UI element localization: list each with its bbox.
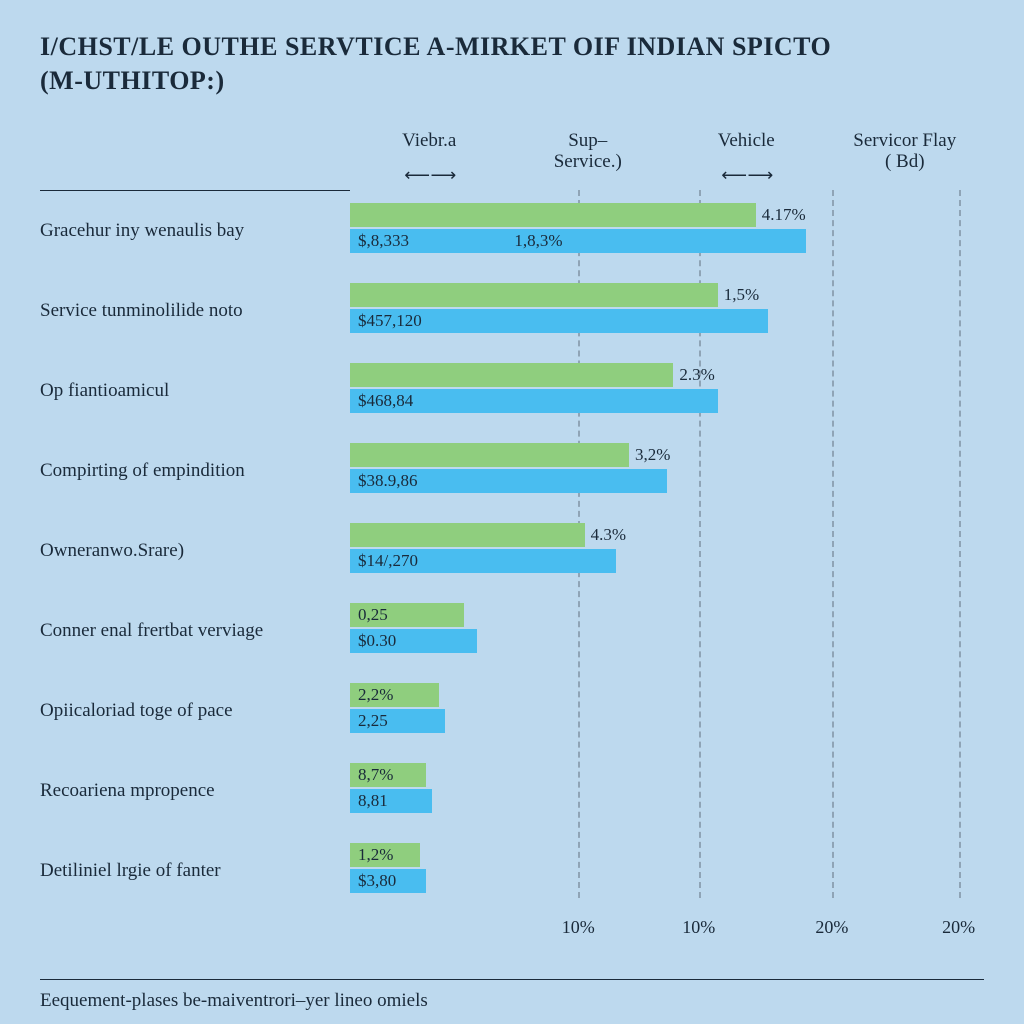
bar-zone: 2,2% 2,25: [350, 671, 984, 751]
bar-blue-value: $3,80: [358, 871, 396, 891]
bar-blue-value: $0.30: [358, 631, 396, 651]
x-axis: 10% 10% 20% 20%: [40, 917, 984, 943]
row-label: Conner enal frertbat verviage: [40, 620, 350, 642]
table-row: Recoariena mpropence8,7% 8,81: [40, 751, 984, 831]
bar-zone: 0,25 $0.30: [350, 591, 984, 671]
row-label: Compirting of empindition: [40, 460, 350, 482]
x-axis-zone: 10% 10% 20% 20%: [350, 917, 984, 943]
header-2: Vehicle ⟵ ⟶: [667, 128, 826, 184]
bar-blue-value: $38.9,86: [358, 471, 418, 491]
bar-green: [350, 283, 718, 307]
footer-text: Eequement-plases be-maiventrori–yer line…: [40, 990, 428, 1011]
header-2-label: Vehicle: [718, 130, 775, 151]
table-row: Owneranwo.Srare) $14/,270 4.3%: [40, 511, 984, 591]
bar-green: [350, 363, 673, 387]
bar-blue-value: $457,120: [358, 311, 422, 331]
bar-blue: $,8,333 1,8,3%: [350, 229, 806, 253]
row-label: Gracehur iny wenaulis bay: [40, 220, 350, 242]
bar-green: [350, 203, 756, 227]
bar-blue: $0.30: [350, 629, 477, 653]
header-1: Sup–Service.): [509, 128, 668, 184]
table-row: Gracehur iny wenaulis bay $,8,333 1,8,3% 4.…: [40, 191, 984, 271]
table-row: Detiliniel lrgie of fanter1,2% $3,80: [40, 831, 984, 911]
table-row: Compirting of empindition $38.9,86 3,2%: [40, 431, 984, 511]
table-row: Op fiantioamicul $468,84 2.3%: [40, 351, 984, 431]
bar-blue-value: $,8,333: [358, 231, 409, 251]
table-row: Opiicaloriad toge of pace2,2% 2,25: [40, 671, 984, 751]
chart-title: I/CHST/LE OUTHE SERVTICE A-MIRKET OIF IN…: [40, 30, 984, 98]
bar-blue-value-2: 1,8,3%: [514, 231, 562, 251]
bar-blue: $457,120: [350, 309, 768, 333]
bar-end-label: 1,5%: [724, 285, 759, 305]
header-2-arrow: ⟵ ⟶: [721, 165, 771, 186]
bar-end-label: 4.17%: [762, 205, 806, 225]
row-label: Opiicaloriad toge of pace: [40, 700, 350, 722]
bar-green: 1,2%: [350, 843, 420, 867]
bar-blue: $3,80: [350, 869, 426, 893]
header-1-label: Sup–Service.): [554, 130, 622, 173]
row-label: Service tunminolilide noto: [40, 300, 350, 322]
bar-zone: $38.9,86 3,2%: [350, 431, 984, 511]
bar-zone: 8,7% 8,81: [350, 751, 984, 831]
x-tick: 10%: [562, 917, 595, 938]
bar-zone: $,8,333 1,8,3% 4.17%: [350, 191, 984, 271]
bar-green: 0,25: [350, 603, 464, 627]
bar-blue: 2,25: [350, 709, 445, 733]
bar-blue-value: 8,81: [358, 791, 388, 811]
bar-blue-value: $14/,270: [358, 551, 418, 571]
header-3-label: Servicor Flay( Bd): [853, 130, 956, 173]
bar-blue-value: $468,84: [358, 391, 413, 411]
bar-blue: $38.9,86: [350, 469, 667, 493]
bar-blue: $468,84: [350, 389, 718, 413]
row-label: Owneranwo.Srare): [40, 540, 350, 562]
bar-green: 2,2%: [350, 683, 439, 707]
bar-end-label: 3,2%: [635, 445, 670, 465]
bar-zone: $457,120 1,5%: [350, 271, 984, 351]
header-0-arrow: ⟵ ⟶: [404, 165, 454, 186]
bar-blue-value: 2,25: [358, 711, 388, 731]
title-line2: (M-UTHITOP:): [40, 66, 225, 95]
x-tick: 10%: [682, 917, 715, 938]
bar-zone: $14/,270 4.3%: [350, 511, 984, 591]
header-0-label: Viebr.a: [402, 130, 456, 151]
title-line1: I/CHST/LE OUTHE SERVTICE A-MIRKET OIF IN…: [40, 32, 831, 61]
row-label: Detiliniel lrgie of fanter: [40, 860, 350, 882]
bar-blue: $14/,270: [350, 549, 616, 573]
row-label: Op fiantioamicul: [40, 380, 350, 402]
bar-blue: 8,81: [350, 789, 432, 813]
x-tick: 20%: [942, 917, 975, 938]
bar-green: [350, 523, 585, 547]
chart-rows: Gracehur iny wenaulis bay $,8,333 1,8,3% 4.…: [40, 191, 984, 911]
header-0: Viebr.a ⟵ ⟶: [350, 128, 509, 184]
bar-green: 8,7%: [350, 763, 426, 787]
x-tick: 20%: [815, 917, 848, 938]
bar-green: [350, 443, 629, 467]
table-row: Service tunminolilide noto $457,120 1,5%: [40, 271, 984, 351]
row-label: Recoariena mpropence: [40, 780, 350, 802]
column-headers: Viebr.a ⟵ ⟶ Sup–Service.) Vehicle ⟵ ⟶ Se…: [40, 128, 984, 184]
header-3: Servicor Flay( Bd): [826, 128, 985, 184]
table-row: Conner enal frertbat verviage0,25 $0.30: [40, 591, 984, 671]
chart-area: Viebr.a ⟵ ⟶ Sup–Service.) Vehicle ⟵ ⟶ Se…: [40, 128, 984, 958]
bar-zone: 1,2% $3,80: [350, 831, 984, 911]
chart-footer: Eequement-plases be-maiventrori–yer line…: [40, 979, 984, 1012]
bar-end-label: 2.3%: [679, 365, 714, 385]
bar-zone: $468,84 2.3%: [350, 351, 984, 431]
bar-end-label: 4.3%: [591, 525, 626, 545]
